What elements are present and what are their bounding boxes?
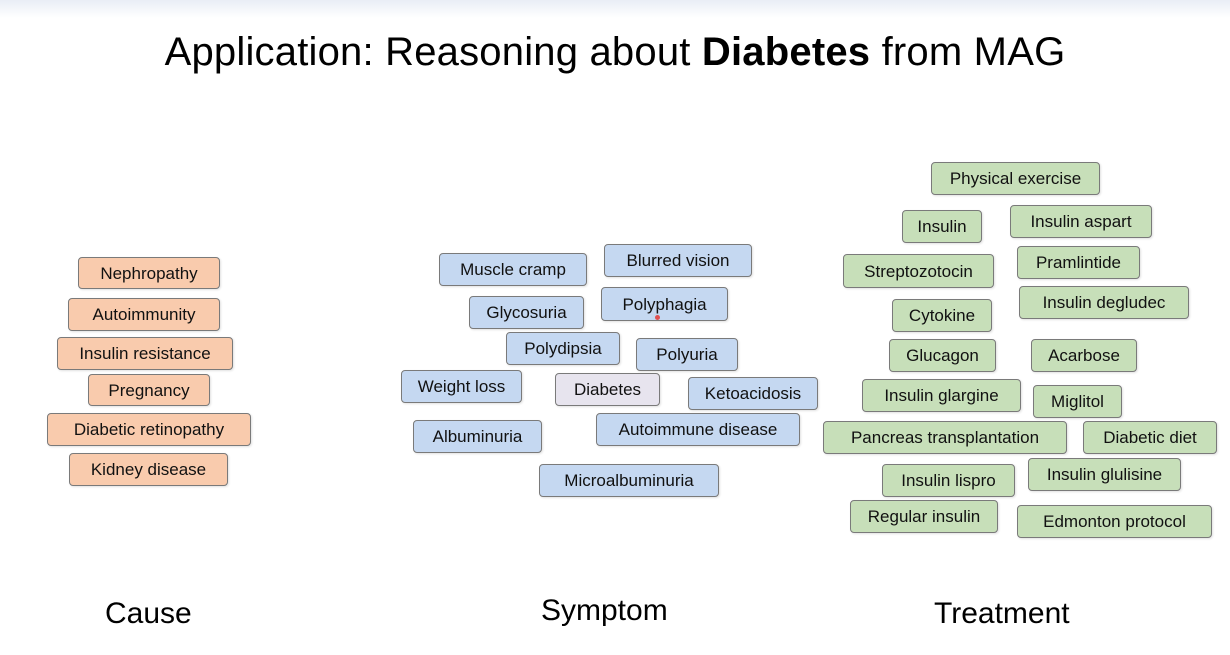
symptom-chip: Autoimmune disease	[596, 413, 800, 446]
treatment-chip: Insulin glulisine	[1028, 458, 1181, 491]
slide-title: Application: Reasoning about Diabetes fr…	[0, 30, 1230, 75]
treatment-chip: Physical exercise	[931, 162, 1100, 195]
treatment-chip: Insulin lispro	[882, 464, 1015, 497]
treatment-chip: Insulin aspart	[1010, 205, 1152, 238]
cause-chip: Autoimmunity	[68, 298, 220, 331]
symptom-chip: Muscle cramp	[439, 253, 587, 286]
treatment-chip: Glucagon	[889, 339, 996, 372]
treatment-chip: Pancreas transplantation	[823, 421, 1067, 454]
symptom-chip: Blurred vision	[604, 244, 752, 277]
symptom-chip: Polyuria	[636, 338, 738, 371]
cause-chip: Diabetic retinopathy	[47, 413, 251, 446]
treatment-chip: Streptozotocin	[843, 254, 994, 288]
symptom-chip: Polydipsia	[506, 332, 620, 365]
top-bar	[0, 0, 1230, 18]
symptom-chip: Microalbuminuria	[539, 464, 719, 497]
treatment-chip: Insulin	[902, 210, 982, 243]
title-prefix: Application: Reasoning about	[164, 30, 702, 74]
treatment-chip: Cytokine	[892, 299, 992, 332]
title-bold: Diabetes	[701, 30, 871, 74]
treatment-chip: Acarbose	[1031, 339, 1137, 372]
symptom-chip: Glycosuria	[469, 296, 584, 329]
cause-chip: Kidney disease	[69, 453, 228, 486]
title-suffix: from MAG	[870, 30, 1066, 74]
symptom-label: Symptom	[541, 594, 668, 627]
cause-chip: Pregnancy	[88, 374, 210, 406]
treatment-chip: Diabetic diet	[1083, 421, 1217, 454]
diabetes-chip: Diabetes	[555, 373, 660, 406]
cause-chip: Nephropathy	[78, 257, 220, 289]
symptom-chip: Ketoacidosis	[688, 377, 818, 410]
treatment-chip: Insulin degludec	[1019, 286, 1189, 319]
treatment-chip: Insulin glargine	[862, 379, 1021, 412]
treatment-label: Treatment	[934, 597, 1070, 630]
treatment-chip: Edmonton protocol	[1017, 505, 1212, 538]
cause-label: Cause	[105, 597, 192, 630]
cause-chip: Insulin resistance	[57, 337, 233, 370]
symptom-chip: Weight loss	[401, 370, 522, 403]
treatment-chip: Pramlintide	[1017, 246, 1140, 279]
cursor-dot	[655, 315, 660, 320]
symptom-chip: Polyphagia	[601, 287, 728, 321]
treatment-chip: Regular insulin	[850, 500, 998, 533]
symptom-chip: Albuminuria	[413, 420, 542, 453]
treatment-chip: Miglitol	[1033, 385, 1122, 418]
